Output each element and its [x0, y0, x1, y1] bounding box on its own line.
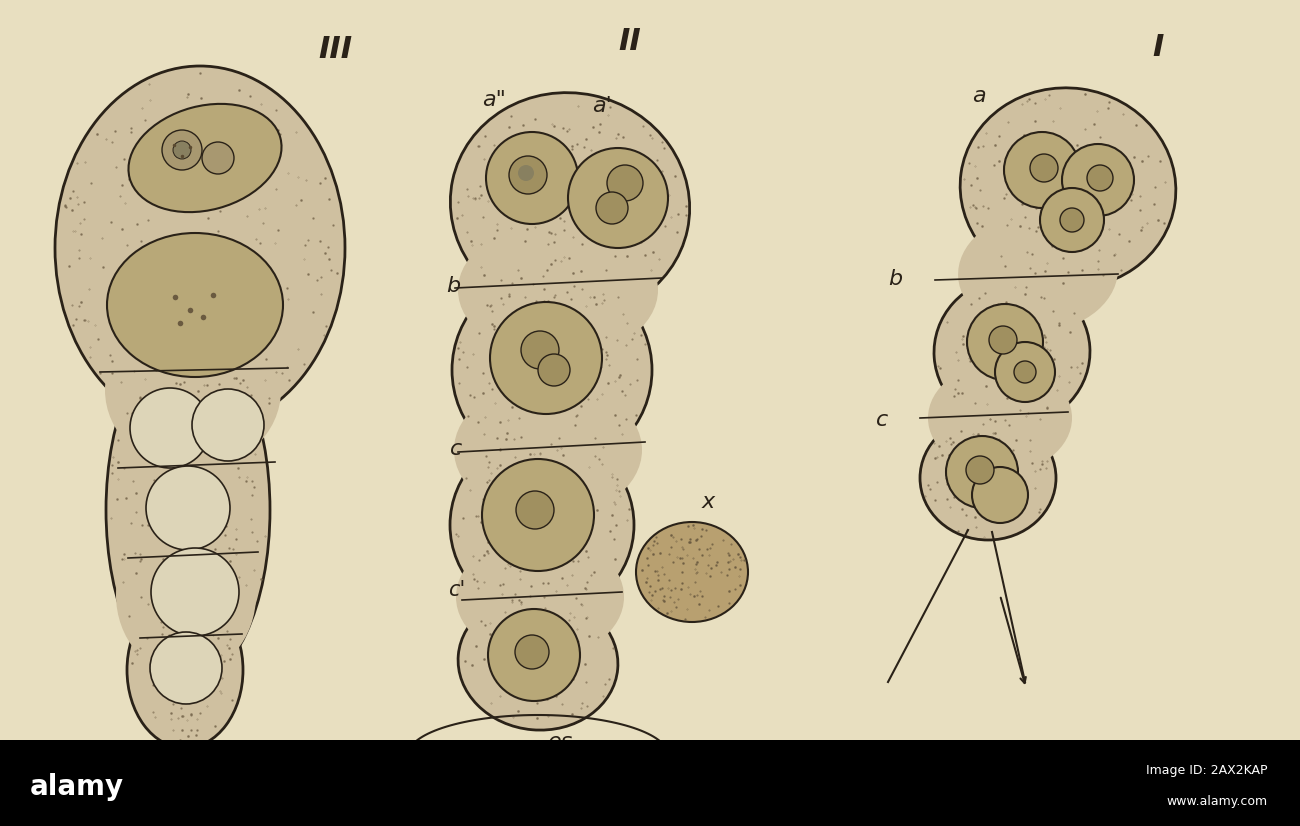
Ellipse shape: [116, 515, 256, 675]
Text: II: II: [618, 27, 641, 56]
Ellipse shape: [958, 212, 1118, 332]
Circle shape: [486, 132, 578, 224]
Ellipse shape: [961, 88, 1176, 288]
Bar: [0, 740, 1300, 826]
Text: Image ID: 2AX2KAP: Image ID: 2AX2KAP: [1147, 763, 1267, 776]
Text: alamy: alamy: [30, 773, 124, 801]
Circle shape: [192, 389, 264, 461]
Ellipse shape: [127, 592, 243, 748]
Circle shape: [146, 466, 230, 550]
Ellipse shape: [928, 363, 1072, 473]
Circle shape: [1004, 132, 1080, 208]
Ellipse shape: [454, 382, 642, 518]
Circle shape: [1087, 165, 1113, 191]
Circle shape: [538, 354, 569, 386]
Ellipse shape: [636, 522, 747, 622]
Text: a': a': [592, 96, 612, 116]
Circle shape: [1040, 188, 1104, 252]
Circle shape: [989, 326, 1017, 354]
Circle shape: [130, 388, 211, 468]
Ellipse shape: [129, 104, 282, 212]
Ellipse shape: [450, 93, 690, 317]
Ellipse shape: [107, 335, 270, 685]
Ellipse shape: [458, 594, 618, 730]
Circle shape: [510, 156, 547, 194]
Ellipse shape: [55, 66, 344, 430]
Circle shape: [173, 141, 191, 159]
Circle shape: [994, 342, 1056, 402]
Circle shape: [490, 302, 602, 414]
Ellipse shape: [105, 310, 281, 470]
Text: www.alamy.com: www.alamy.com: [1167, 795, 1268, 809]
Ellipse shape: [920, 416, 1056, 540]
Circle shape: [1062, 144, 1134, 216]
Text: es: es: [549, 732, 573, 752]
Ellipse shape: [933, 277, 1089, 427]
Circle shape: [202, 142, 234, 174]
Ellipse shape: [458, 222, 658, 358]
Ellipse shape: [456, 535, 624, 659]
Circle shape: [946, 436, 1018, 508]
Circle shape: [607, 165, 644, 201]
Ellipse shape: [450, 433, 634, 617]
Circle shape: [150, 632, 222, 704]
Circle shape: [595, 192, 628, 224]
Circle shape: [151, 548, 239, 636]
Circle shape: [488, 609, 580, 701]
Text: c: c: [450, 439, 463, 459]
Text: a: a: [972, 86, 985, 106]
Text: c: c: [876, 410, 888, 430]
Text: a": a": [482, 90, 506, 110]
Circle shape: [521, 331, 559, 369]
Text: III: III: [318, 35, 352, 64]
Circle shape: [1030, 154, 1058, 182]
Ellipse shape: [107, 233, 283, 377]
Circle shape: [967, 304, 1043, 380]
Circle shape: [568, 148, 668, 248]
Text: b: b: [446, 276, 460, 296]
Text: b: b: [888, 269, 902, 289]
Circle shape: [1060, 208, 1084, 232]
Circle shape: [517, 165, 534, 181]
Circle shape: [162, 130, 202, 170]
Ellipse shape: [452, 270, 653, 470]
Text: x: x: [702, 492, 715, 512]
Circle shape: [1014, 361, 1036, 383]
Circle shape: [966, 456, 994, 484]
Circle shape: [516, 491, 554, 529]
Circle shape: [515, 635, 549, 669]
Circle shape: [972, 467, 1028, 523]
Text: c': c': [448, 580, 465, 600]
Circle shape: [482, 459, 594, 571]
Text: I: I: [1152, 33, 1164, 62]
